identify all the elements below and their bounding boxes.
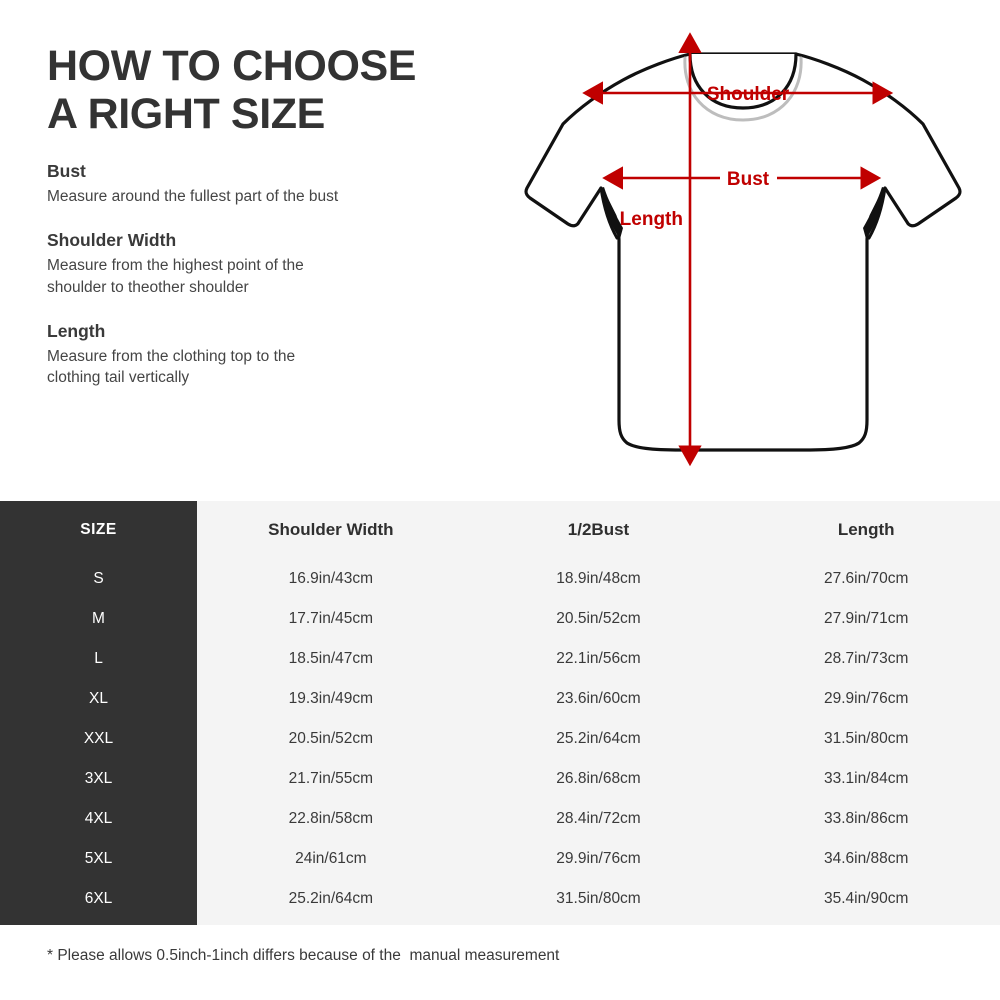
cell-size: L <box>94 650 103 667</box>
cell-size: 3XL <box>84 770 113 787</box>
cell-size: 5XL <box>84 850 113 867</box>
length-label: Length <box>620 209 683 230</box>
cell-length: 31.5in/80cm <box>823 730 909 747</box>
shoulder-label: Shoulder <box>707 84 790 105</box>
cell-shoulder-width: 20.5in/52cm <box>288 730 374 747</box>
cell-half-bust: 28.4in/72cm <box>556 810 641 827</box>
cell-shoulder-width: 18.5in/47cm <box>288 650 374 667</box>
definition-term: Length <box>47 320 106 341</box>
cell-size: XL <box>89 690 108 707</box>
cell-half-bust: 31.5in/80cm <box>556 890 641 907</box>
cell-half-bust: 22.1in/56cm <box>556 650 641 667</box>
cell-shoulder-width: 25.2in/64cm <box>288 890 374 907</box>
cell-shoulder-width: 19.3in/49cm <box>288 690 374 707</box>
definition-bust: Bust Measure around the fullest part of … <box>47 160 477 207</box>
size-column-background <box>0 501 197 925</box>
table-row: S 16.9in/43cm 18.9in/48cm 27.6in/70cm <box>0 559 1000 599</box>
tshirt-measurement-diagram: Shoulder Bust Length <box>505 28 990 478</box>
cell-shoulder-width: 24in/61cm <box>295 850 367 867</box>
table-row: L 18.5in/47cm 22.1in/56cm 28.7in/73cm <box>0 639 1000 679</box>
cell-shoulder-width: 16.9in/43cm <box>288 570 374 587</box>
cell-length: 33.8in/86cm <box>823 810 909 827</box>
measurement-info-panel: HOW TO CHOOSE A RIGHT SIZE Bust Measure … <box>47 42 477 388</box>
cell-size: M <box>92 610 105 627</box>
page-title: HOW TO CHOOSE A RIGHT SIZE <box>47 42 417 139</box>
column-header-size: SIZE <box>80 521 117 538</box>
cell-length: 28.7in/73cm <box>823 650 909 667</box>
cell-half-bust: 23.6in/60cm <box>556 690 641 707</box>
cell-length: 33.1in/84cm <box>823 770 909 787</box>
cell-size: 6XL <box>84 890 113 907</box>
measurement-disclaimer: * Please allows 0.5inch-1inch differs be… <box>47 947 560 964</box>
column-header-length: Length <box>837 520 895 539</box>
size-chart-table: SIZE Shoulder Width 1/2Bust Length S 16.… <box>0 501 1000 925</box>
table-row: 6XL 25.2in/64cm 31.5in/80cm 35.4in/90cm <box>0 879 1000 919</box>
table-row: XXL 20.5in/52cm 25.2in/64cm 31.5in/80cm <box>0 719 1000 759</box>
definition-term: Shoulder Width <box>47 230 177 251</box>
cell-size: 4XL <box>84 810 113 827</box>
definition-description: Measure from the clothing top to the clo… <box>47 347 296 387</box>
cell-length: 27.9in/71cm <box>823 610 909 627</box>
cell-shoulder-width: 17.7in/45cm <box>288 610 374 627</box>
table-row: 5XL 24in/61cm 29.9in/76cm 34.6in/88cm <box>0 839 1000 879</box>
column-header-shoulder-width: Shoulder Width <box>268 520 394 539</box>
table-row: M 17.7in/45cm 20.5in/52cm 27.9in/71cm <box>0 599 1000 639</box>
cell-length: 27.6in/70cm <box>823 570 909 587</box>
cell-half-bust: 20.5in/52cm <box>556 610 641 627</box>
cell-size: S <box>93 570 104 587</box>
cell-shoulder-width: 21.7in/55cm <box>288 770 374 787</box>
column-header-half-bust: 1/2Bust <box>567 520 630 539</box>
cell-half-bust: 18.9in/48cm <box>556 570 641 587</box>
tshirt-outline <box>524 52 962 452</box>
cell-length: 29.9in/76cm <box>823 690 909 707</box>
bust-label: Bust <box>727 169 770 190</box>
cell-size: XXL <box>83 730 114 747</box>
definition-shoulder-width: Shoulder Width Measure from the highest … <box>47 229 477 298</box>
cell-half-bust: 29.9in/76cm <box>556 850 641 867</box>
definition-description: Measure around the fullest part of the b… <box>47 188 339 206</box>
table-row: XL 19.3in/49cm 23.6in/60cm 29.9in/76cm <box>0 679 1000 719</box>
definition-length: Length Measure from the clothing top to … <box>47 320 477 389</box>
measurement-arrows <box>582 32 894 467</box>
cell-shoulder-width: 22.8in/58cm <box>288 810 374 827</box>
cell-half-bust: 26.8in/68cm <box>556 770 641 787</box>
table-header-row: SIZE Shoulder Width 1/2Bust Length <box>0 501 1000 559</box>
cell-length: 35.4in/90cm <box>823 890 909 907</box>
definition-term: Bust <box>47 161 86 182</box>
table-row: 3XL 21.7in/55cm 26.8in/68cm 33.1in/84cm <box>0 759 1000 799</box>
cell-length: 34.6in/88cm <box>823 850 909 867</box>
table-row: 4XL 22.8in/58cm 28.4in/72cm 33.8in/86cm <box>0 799 1000 839</box>
intro-section: HOW TO CHOOSE A RIGHT SIZE Bust Measure … <box>47 28 990 478</box>
definition-description: Measure from the highest point of the sh… <box>47 257 304 296</box>
cell-half-bust: 25.2in/64cm <box>556 730 641 747</box>
